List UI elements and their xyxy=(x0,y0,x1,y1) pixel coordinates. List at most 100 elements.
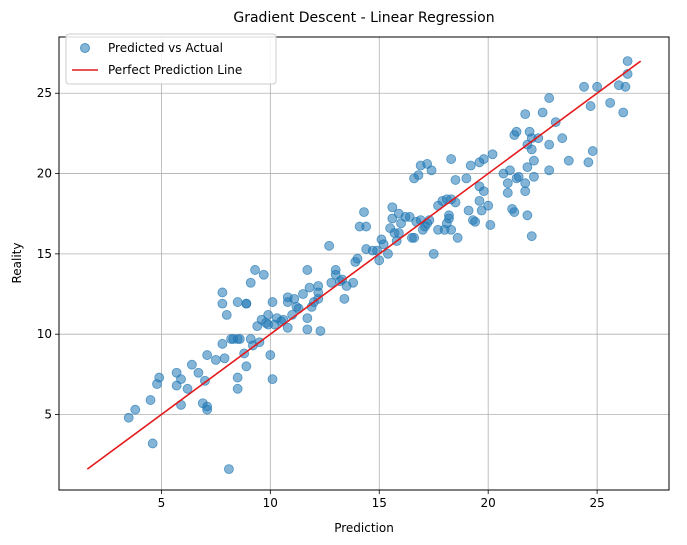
scatter-point xyxy=(587,146,598,156)
scatter-point xyxy=(200,375,210,386)
legend-label-scatter: Predicted vs Actual xyxy=(108,41,223,55)
scatter-point xyxy=(234,334,245,344)
scatter-point xyxy=(579,81,589,92)
scatter-point xyxy=(302,313,313,324)
perfect-prediction-line xyxy=(86,60,642,470)
scatter-point xyxy=(232,297,243,307)
x-tick-label: 20 xyxy=(481,496,496,510)
x-axis-label: Prediction xyxy=(334,521,394,535)
x-tick-label: 10 xyxy=(263,496,278,510)
scatter-point xyxy=(232,383,243,394)
scatter-point xyxy=(224,464,234,475)
scatter-point xyxy=(592,81,603,92)
plot-frame xyxy=(58,36,670,491)
scatter-point xyxy=(428,248,439,259)
scatter-point xyxy=(520,186,531,197)
x-tick-label: 25 xyxy=(589,496,604,510)
scatter-point xyxy=(154,372,165,383)
scatter-point xyxy=(544,165,555,176)
scatter-point xyxy=(522,162,533,173)
scatter-point xyxy=(324,240,335,251)
scatter-point xyxy=(426,165,437,176)
scatter-point xyxy=(393,228,404,238)
y-tick-label: 5 xyxy=(44,408,52,422)
scatter-point xyxy=(241,298,252,309)
scatter-point xyxy=(452,232,463,243)
scatter-point xyxy=(250,265,260,275)
scatter-point xyxy=(476,205,487,216)
scatter-point xyxy=(221,310,232,320)
scatter-point xyxy=(282,322,293,333)
scatter-point xyxy=(520,109,531,120)
scatter-point xyxy=(145,395,156,405)
scatter-point xyxy=(502,187,513,198)
legend-frame xyxy=(65,33,277,85)
scatter-point xyxy=(450,175,461,185)
scatter-point xyxy=(298,289,308,299)
scatter-point xyxy=(563,155,574,166)
scatter-point xyxy=(446,154,457,164)
y-axis-label: Reality xyxy=(10,242,24,283)
scatter-point xyxy=(387,213,398,224)
scatter-point xyxy=(537,107,548,118)
scatter-point xyxy=(289,293,300,304)
scatter-point xyxy=(210,354,221,365)
scatter-point xyxy=(511,126,522,137)
scatter-point xyxy=(267,297,278,307)
scatter-point xyxy=(461,173,472,184)
scatter-point xyxy=(529,155,539,166)
x-tick-label: 5 xyxy=(158,496,166,510)
scatter-point xyxy=(404,212,415,222)
scatter-point xyxy=(193,367,204,378)
scatter-point xyxy=(217,287,228,298)
scatter-point xyxy=(339,293,350,304)
scatter-point xyxy=(533,133,544,144)
scatter-point xyxy=(330,265,341,275)
scatter-point xyxy=(217,298,228,309)
scatter-point xyxy=(302,265,313,275)
scatter-point xyxy=(130,404,141,415)
scatter-point xyxy=(483,200,494,211)
scatter-point xyxy=(509,207,520,217)
scatter-point xyxy=(378,239,389,250)
scatter-point xyxy=(618,107,629,118)
scatter-point xyxy=(219,353,230,364)
scatter-point xyxy=(620,81,631,92)
scatter-point xyxy=(348,277,359,288)
scatter-point xyxy=(267,374,278,385)
scatter-point xyxy=(304,282,315,293)
scatter-point xyxy=(202,350,213,360)
scatter-point xyxy=(485,220,496,230)
legend-scatter-marker xyxy=(80,43,90,53)
scatter-point xyxy=(605,97,616,108)
axis-ticks: 5 10 15 20 25 5 10 15 20 25 xyxy=(37,86,605,510)
scatter-point xyxy=(513,171,524,182)
scatter-point xyxy=(315,326,326,336)
scatter-point xyxy=(550,117,561,128)
scatter-point xyxy=(263,310,274,320)
scatter-point xyxy=(176,374,186,385)
scatter-point xyxy=(529,171,539,182)
chart-title: Gradient Descent - Linear Regression xyxy=(233,10,494,26)
y-tick-label: 15 xyxy=(37,247,52,261)
x-tick-label: 15 xyxy=(372,496,387,510)
scatter-point xyxy=(413,170,424,181)
scatter-point xyxy=(313,281,324,291)
scatter-point xyxy=(478,154,489,164)
y-tick-label: 25 xyxy=(37,86,52,100)
scatter-point xyxy=(147,438,158,449)
scatter-point xyxy=(217,338,228,349)
scatter-point xyxy=(186,359,197,370)
scatter-point xyxy=(361,221,372,232)
scatter-point xyxy=(478,186,489,197)
plot-series xyxy=(86,56,642,475)
scatter-point xyxy=(383,248,393,259)
scatter-point xyxy=(524,126,535,137)
y-tick-label: 10 xyxy=(37,327,52,341)
scatter-point xyxy=(465,160,476,171)
scatter-point xyxy=(502,178,513,189)
scatter-point xyxy=(487,149,498,160)
y-tick-label: 20 xyxy=(37,167,52,181)
scatter-point xyxy=(302,324,313,335)
